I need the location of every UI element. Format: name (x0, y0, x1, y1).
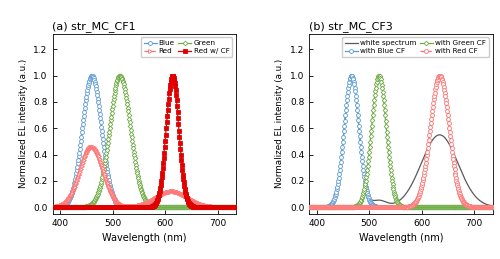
Y-axis label: Normalized EL intensity (a.u.): Normalized EL intensity (a.u.) (18, 59, 28, 188)
Legend: Blue, Red, Green, Red w/ CF: Blue, Red, Green, Red w/ CF (140, 37, 232, 57)
X-axis label: Wavelength (nm): Wavelength (nm) (102, 233, 186, 243)
Y-axis label: Normalized EL intensity (a.u.): Normalized EL intensity (a.u.) (276, 59, 284, 188)
Text: (b) str_MC_CF3: (b) str_MC_CF3 (309, 21, 393, 32)
Text: (a) str_MC_CF1: (a) str_MC_CF1 (52, 21, 136, 32)
Legend: white spectrum, with Blue CF, with Green CF, with Red CF: white spectrum, with Blue CF, with Green… (342, 37, 489, 57)
X-axis label: Wavelength (nm): Wavelength (nm) (358, 233, 443, 243)
